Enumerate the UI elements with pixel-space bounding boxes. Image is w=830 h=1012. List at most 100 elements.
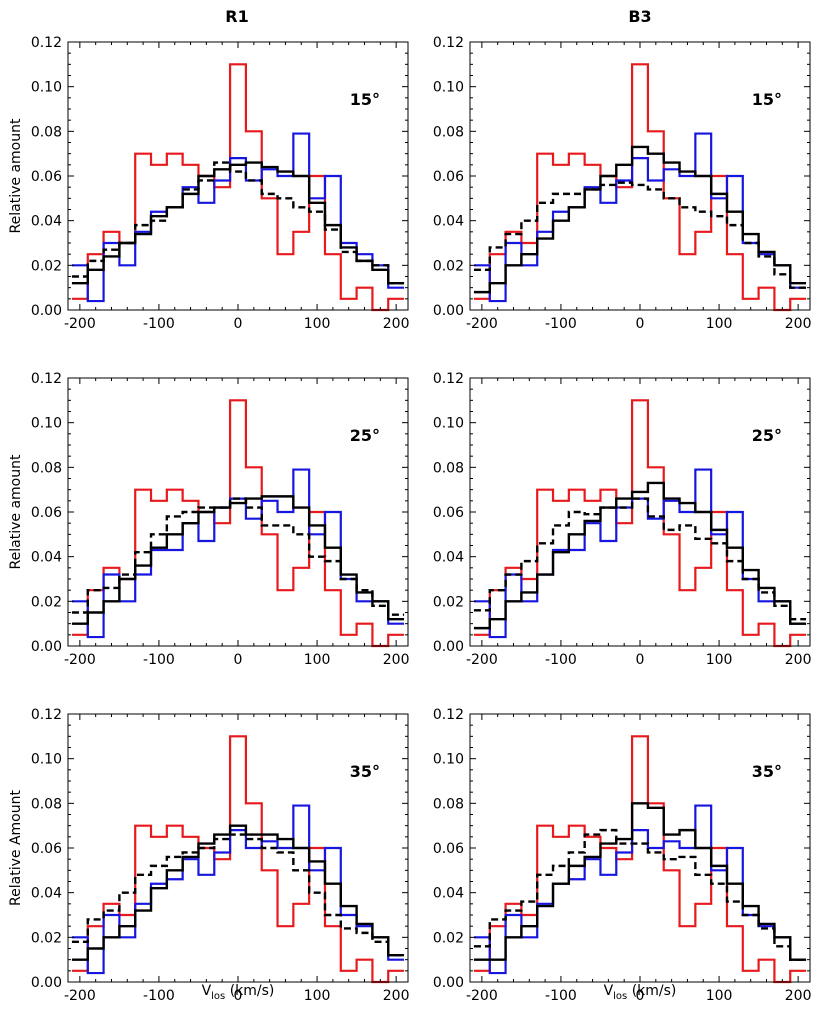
y-tick-label: 0.02 xyxy=(433,258,464,274)
x-tick-label: 200 xyxy=(383,652,410,668)
series-blue-solid xyxy=(473,468,807,639)
y-tick-label: 0.06 xyxy=(31,505,62,521)
x-tick-label: -100 xyxy=(545,652,577,668)
y-tick-label: 0.06 xyxy=(31,841,62,857)
y-tick-label: 0.10 xyxy=(31,80,62,96)
x-tick-label: -200 xyxy=(64,652,96,668)
series-black-solid xyxy=(473,145,807,294)
x-tick-label: 200 xyxy=(785,316,812,332)
x-tick-label: 200 xyxy=(785,652,812,668)
plot-frame xyxy=(67,41,409,311)
series-black-solid xyxy=(473,802,807,961)
y-axis-label: Relative Amount xyxy=(8,790,24,906)
y-tick-label: 0.08 xyxy=(31,124,62,140)
column-title-b3: B3 xyxy=(628,7,651,26)
x-tick-label: -100 xyxy=(143,652,175,668)
series-black-dashed xyxy=(473,828,807,961)
y-tick-label: 0.08 xyxy=(433,124,464,140)
panel-r1-2: -200 -100 0 100 200 0.00 0.02 0.04 0.06 0.08 0.10 0… xyxy=(8,707,410,1004)
y-tick-label: 0.08 xyxy=(433,796,464,812)
column-title-r1: R1 xyxy=(225,7,248,26)
y-tick-label: 0.12 xyxy=(31,707,62,723)
x-tick-label: 100 xyxy=(706,316,733,332)
series-blue-solid xyxy=(71,132,405,303)
panels-grid: -200 -100 0 100 200 0.00 0.02 0.04 0.06 0.08 0.10 0… xyxy=(8,35,812,1004)
y-tick-label: 0.12 xyxy=(433,371,464,387)
inclination-label: 35° xyxy=(752,762,782,781)
y-tick-label: 0.04 xyxy=(31,886,62,902)
y-tick-label: 0.02 xyxy=(31,930,62,946)
inclination-label: 35° xyxy=(350,762,380,781)
series-blue-solid xyxy=(71,468,405,639)
y-tick-label: 0.10 xyxy=(433,80,464,96)
y-tick-label: 0.10 xyxy=(433,416,464,432)
panel-b3-0: -200 -100 0 100 200 0.00 0.02 0.04 0.06 0.08 0.10 0… xyxy=(433,35,812,332)
y-tick-label: 0.06 xyxy=(433,169,464,185)
panel-r1-0: -200 -100 0 100 200 0.00 0.02 0.04 0.06 0.08 0.10 0… xyxy=(8,35,410,332)
y-tick-label: 0.06 xyxy=(433,505,464,521)
y-axis-label: Relative amount xyxy=(8,118,24,233)
inclination-label: 25° xyxy=(350,426,380,445)
x-tick-label: 0 xyxy=(234,316,243,332)
inclination-label: 15° xyxy=(350,90,380,109)
plot-frame xyxy=(469,41,811,311)
y-tick-label: 0.00 xyxy=(31,303,62,319)
series-blue-solid xyxy=(473,132,807,303)
y-tick-label: 0.12 xyxy=(433,707,464,723)
y-tick-label: 0.10 xyxy=(31,416,62,432)
series-blue-solid xyxy=(71,804,405,975)
x-tick-label: 100 xyxy=(304,988,331,1004)
series-black-dashed xyxy=(71,497,405,616)
x-tick-label: 0 xyxy=(234,988,243,1004)
y-tick-label: 0.04 xyxy=(433,886,464,902)
y-tick-label: 0.12 xyxy=(31,35,62,51)
x-tick-label: 0 xyxy=(636,316,645,332)
y-tick-label: 0.12 xyxy=(433,35,464,51)
y-tick-label: 0.10 xyxy=(31,752,62,768)
series-blue-solid xyxy=(473,804,807,975)
series-black-dashed xyxy=(71,161,405,285)
x-tick-label: -100 xyxy=(143,988,175,1004)
y-tick-label: 0.04 xyxy=(31,214,62,230)
series-black-dashed xyxy=(473,497,807,621)
x-tick-label: -200 xyxy=(64,988,96,1004)
x-tick-label: -200 xyxy=(466,316,498,332)
y-tick-label: 0.00 xyxy=(433,975,464,991)
series-black-solid xyxy=(71,495,405,625)
y-tick-label: 0.02 xyxy=(31,258,62,274)
inclination-label: 15° xyxy=(752,90,782,109)
x-tick-label: 200 xyxy=(383,316,410,332)
y-tick-label: 0.04 xyxy=(31,550,62,566)
x-tick-label: -100 xyxy=(143,316,175,332)
x-tick-label: 0 xyxy=(636,652,645,668)
series-red-solid xyxy=(473,399,807,648)
x-tick-label: 0 xyxy=(234,652,243,668)
y-axis-label: Relative amount xyxy=(8,454,24,569)
x-tick-label: 100 xyxy=(706,652,733,668)
y-tick-label: 0.06 xyxy=(31,169,62,185)
x-tick-label: -200 xyxy=(466,988,498,1004)
panel-r1-1: -200 -100 0 100 200 0.00 0.02 0.04 0.06 0.08 0.10 0… xyxy=(8,371,410,668)
series-black-dashed xyxy=(473,181,807,289)
series-red-solid xyxy=(473,735,807,984)
x-tick-label: 100 xyxy=(304,652,331,668)
y-tick-label: 0.00 xyxy=(31,639,62,655)
y-tick-label: 0.04 xyxy=(433,550,464,566)
plot-frame xyxy=(67,377,409,647)
y-tick-label: 0.02 xyxy=(31,594,62,610)
y-tick-label: 0.02 xyxy=(433,930,464,946)
panel-b3-1: -200 -100 0 100 200 0.00 0.02 0.04 0.06 0.08 0.10 0… xyxy=(433,371,812,668)
y-tick-label: 0.08 xyxy=(31,796,62,812)
y-tick-label: 0.00 xyxy=(31,975,62,991)
x-axis-label-left: Vlos (km/s) xyxy=(202,983,275,1002)
series-red-solid xyxy=(473,63,807,312)
x-tick-label: 100 xyxy=(706,988,733,1004)
x-tick-label: 0 xyxy=(636,988,645,1004)
x-tick-label: -100 xyxy=(545,988,577,1004)
x-axis-label-right: Vlos (km/s) xyxy=(604,983,677,1002)
y-tick-label: 0.08 xyxy=(31,460,62,476)
panel-b3-2: -200 -100 0 100 200 0.00 0.02 0.04 0.06 0.08 0.10 0… xyxy=(433,707,812,1004)
y-tick-label: 0.04 xyxy=(433,214,464,230)
y-tick-label: 0.02 xyxy=(433,594,464,610)
